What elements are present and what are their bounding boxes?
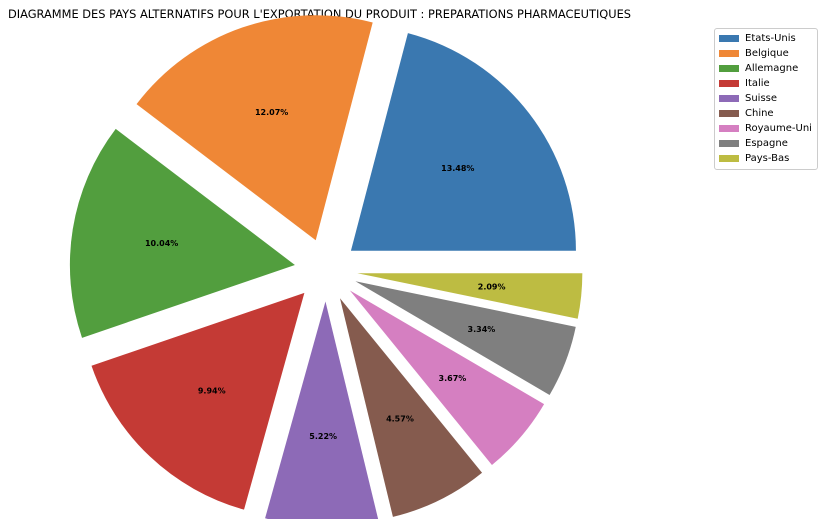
pie-slice-italie — [91, 292, 305, 510]
slice-percent-label: 9.94% — [198, 387, 226, 396]
legend-label: Allemagne — [745, 63, 799, 74]
legend-label: Royaume-Uni — [745, 123, 812, 134]
legend-label: Belgique — [745, 48, 789, 59]
legend-swatch — [719, 35, 739, 42]
legend-swatch — [719, 140, 739, 147]
pie-slice-espagne — [355, 281, 576, 395]
legend-item: Suisse — [719, 91, 813, 106]
legend-item: Belgique — [719, 46, 813, 61]
slice-percent-label: 4.57% — [386, 415, 414, 424]
legend-item: Pays-Bas — [719, 151, 813, 166]
pie-slices — [69, 15, 583, 519]
chart-title: DIAGRAMME DES PAYS ALTERNATIFS POUR L'EX… — [8, 7, 632, 21]
pie-slice-suisse — [265, 301, 379, 519]
pie-slice-belgique — [136, 15, 373, 241]
legend-swatch — [719, 125, 739, 132]
legend-label: Etats-Unis — [745, 33, 796, 44]
legend-swatch — [719, 95, 739, 102]
legend-swatch — [719, 80, 739, 87]
slice-percent-label: 10.04% — [145, 239, 178, 248]
slice-percent-label: 12.07% — [255, 108, 288, 117]
legend-label: Chine — [745, 108, 774, 119]
legend-item: Espagne — [719, 136, 813, 151]
slice-percent-label: 13.48% — [441, 164, 474, 173]
slice-percent-label: 2.09% — [478, 282, 506, 291]
legend-label: Espagne — [745, 138, 788, 149]
legend-label: Italie — [745, 78, 770, 89]
chart-legend: Etats-Unis Belgique Allemagne Italie Suisse C… — [714, 28, 818, 170]
pie-slice-etats-unis — [350, 33, 576, 251]
pie-labels: 13.48% 12.07% 10.04% 9.94% 5.22% 4.57% 3.67% 3.… — [145, 108, 506, 441]
legend-item: Etats-Unis — [719, 31, 813, 46]
legend-label: Suisse — [745, 93, 778, 104]
legend-item: Italie — [719, 76, 813, 91]
legend-item: Allemagne — [719, 61, 813, 76]
pie-slice-chine — [339, 298, 483, 517]
legend-swatch — [719, 110, 739, 117]
pie-slice-pays-bas — [357, 273, 583, 319]
legend-swatch — [719, 65, 739, 72]
legend-item: Royaume-Uni — [719, 121, 813, 136]
legend-item: Chine — [719, 106, 813, 121]
legend-label: Pays-Bas — [745, 153, 790, 164]
pie-slice-royaume-uni — [349, 290, 545, 465]
legend-swatch — [719, 155, 739, 162]
legend-swatch — [719, 50, 739, 57]
slice-percent-label: 5.22% — [309, 432, 337, 441]
pie-slice-allemagne — [69, 128, 295, 338]
slice-percent-label: 3.67% — [439, 374, 467, 383]
slice-percent-label: 3.34% — [468, 325, 496, 334]
